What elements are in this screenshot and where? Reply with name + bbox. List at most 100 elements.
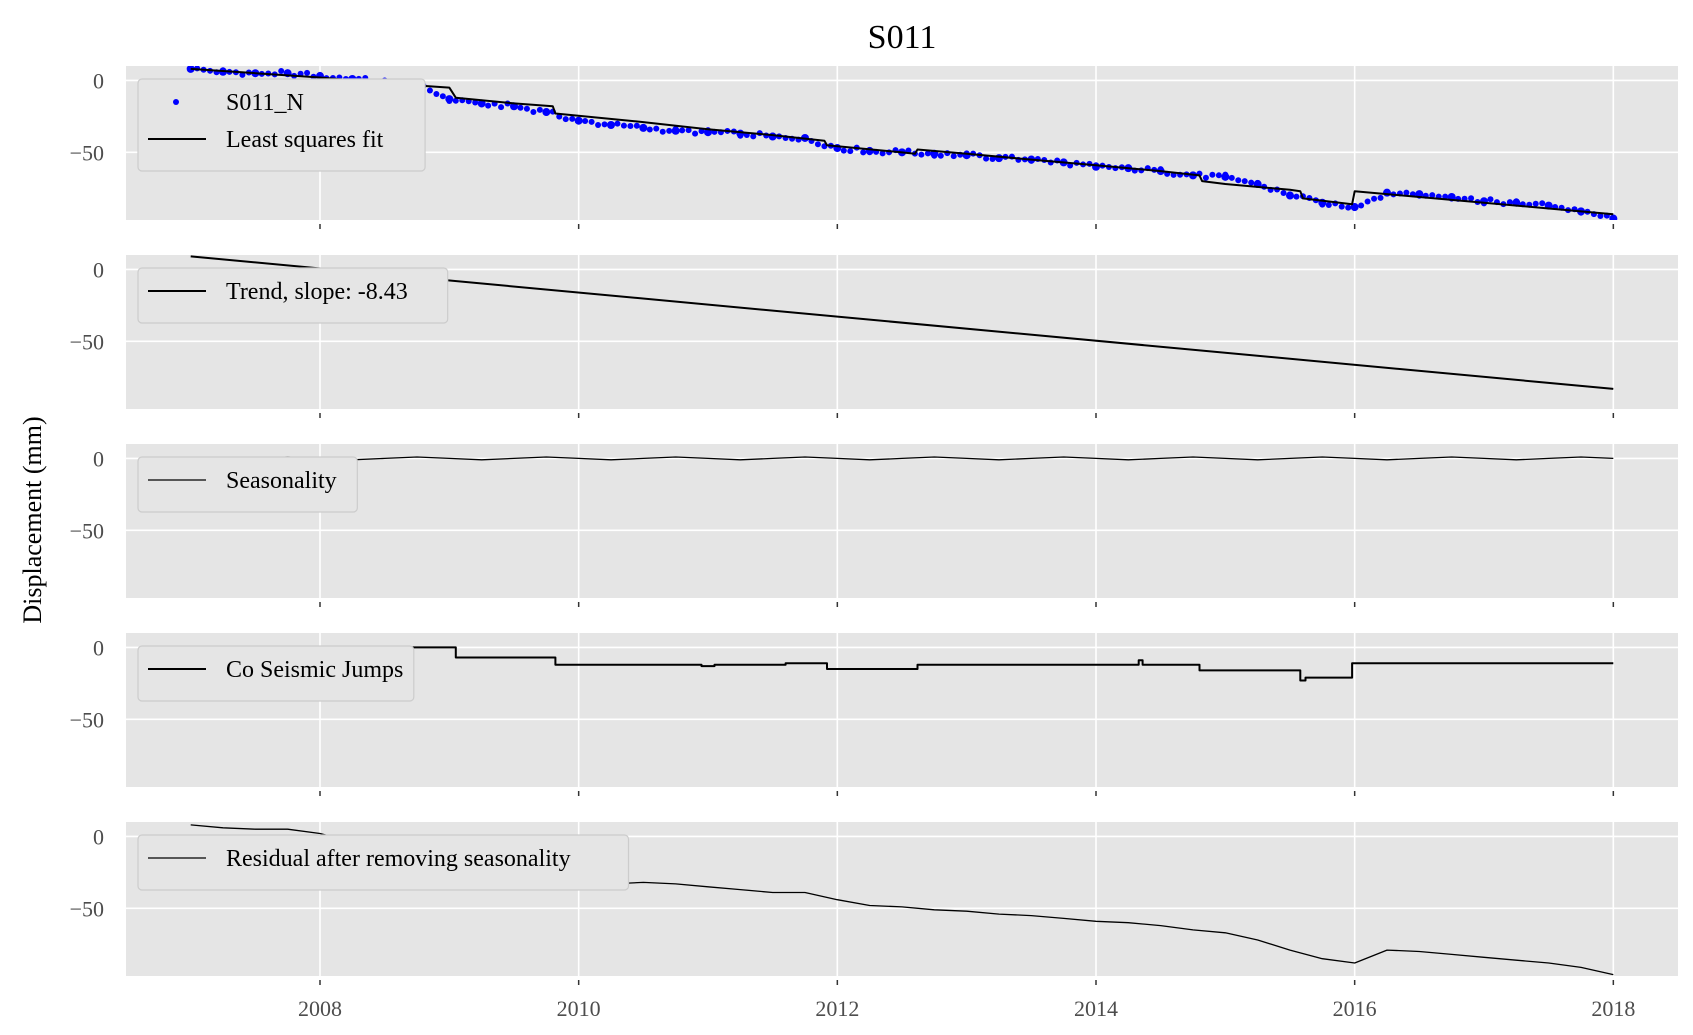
- panel-jumps: 0 −50 Co Seismic Jumps: [70, 633, 1678, 796]
- data-point: [542, 108, 551, 117]
- data-point: [620, 122, 627, 129]
- data-point: [840, 147, 847, 154]
- data-point: [659, 128, 666, 135]
- data-point: [814, 141, 821, 148]
- data-point: [485, 102, 492, 109]
- data-point: [1383, 188, 1391, 197]
- data-point: [433, 91, 440, 98]
- y-tick-label: 0: [93, 824, 104, 849]
- legend-label: S011_N: [226, 90, 304, 116]
- data-point: [750, 133, 757, 140]
- y-tick-label: −50: [70, 518, 104, 543]
- data-point: [937, 152, 944, 159]
- x-tick-label: 2016: [1333, 996, 1377, 1021]
- data-point: [1221, 172, 1230, 181]
- data-point: [1209, 171, 1216, 178]
- data-point: [556, 113, 563, 120]
- data-point: [633, 122, 640, 129]
- data-point: [1228, 174, 1235, 181]
- y-tick-label: 0: [93, 257, 104, 282]
- x-tick-label: 2014: [1074, 996, 1118, 1021]
- data-point: [1429, 192, 1436, 199]
- y-tick-label: 0: [93, 68, 104, 93]
- data-point: [517, 104, 524, 111]
- data-point: [860, 149, 867, 156]
- data-point: [736, 129, 745, 138]
- data-point: [1202, 174, 1209, 181]
- series-group: [186, 66, 1618, 220]
- data-point: [679, 127, 686, 134]
- data-point: [995, 154, 1003, 163]
- data-point: [1377, 194, 1384, 201]
- data-point: [1480, 197, 1488, 206]
- legend-box: [137, 456, 358, 513]
- data-point: [1506, 199, 1513, 206]
- data-point: [439, 93, 446, 100]
- data-point: [1286, 191, 1294, 200]
- panel-residual: 2008 2010 2012 2014 2016 2018 0 −50 Residual aft…: [70, 822, 1678, 1021]
- data-point: [1350, 203, 1359, 212]
- series-line: [190, 646, 1614, 682]
- data-point: [278, 67, 285, 74]
- data-point: [498, 104, 505, 111]
- legend-label: Co Seismic Jumps: [226, 657, 403, 683]
- panels: 0 −50 S011_N Least squares fit 0 −50 Trend, sl…: [70, 66, 1678, 1021]
- data-point: [768, 132, 777, 141]
- legend-box: [137, 834, 630, 891]
- data-point: [452, 97, 459, 104]
- data-point: [1345, 204, 1352, 211]
- x-tick-label: 2010: [557, 996, 601, 1021]
- y-tick-label: 0: [93, 446, 104, 471]
- series-group: [190, 456, 1614, 461]
- data-point: [1325, 202, 1332, 209]
- legend-box: [137, 267, 449, 324]
- data-point: [918, 151, 925, 158]
- data-point: [582, 117, 589, 124]
- data-point: [595, 121, 602, 128]
- figure-title: S011: [868, 19, 937, 56]
- y-tick-label: −50: [70, 896, 104, 921]
- data-point: [574, 116, 583, 125]
- data-point: [1235, 177, 1242, 184]
- legend-marker: [173, 99, 179, 105]
- legend-label: Seasonality: [226, 468, 337, 494]
- data-point: [962, 151, 971, 160]
- x-tick-label: 2012: [815, 996, 859, 1021]
- panel-observations: 0 −50 S011_N Least squares fit: [70, 66, 1678, 229]
- data-point: [472, 99, 479, 106]
- data-point: [1403, 189, 1410, 196]
- x-tick-label: 2008: [298, 996, 342, 1021]
- data-point: [1293, 193, 1300, 200]
- data-point: [1487, 196, 1494, 203]
- data-point: [1597, 213, 1604, 219]
- data-point: [653, 125, 660, 132]
- data-point: [1280, 190, 1287, 197]
- data-point: [692, 130, 699, 137]
- data-point: [639, 123, 648, 132]
- data-point: [530, 109, 537, 116]
- data-point: [1371, 195, 1378, 202]
- data-point: [607, 121, 615, 130]
- data-point: [685, 127, 692, 134]
- y-tick-label: −50: [70, 707, 104, 732]
- panel-trend: 0 −50 Trend, slope: -8.43: [70, 255, 1678, 418]
- data-point: [1338, 203, 1345, 210]
- data-point: [426, 87, 433, 94]
- legend-box: [137, 78, 426, 172]
- series-line: [190, 67, 1614, 216]
- data-point: [1539, 200, 1546, 207]
- data-point: [847, 148, 854, 155]
- y-axis-title: Displacement (mm): [18, 416, 47, 623]
- data-point: [304, 69, 311, 76]
- series-line: [190, 456, 1614, 461]
- data-point: [671, 126, 680, 135]
- data-point: [1532, 200, 1539, 207]
- legend-label: Least squares fit: [226, 127, 384, 153]
- data-point: [950, 153, 957, 160]
- x-tick-label: 2018: [1591, 996, 1635, 1021]
- data-point: [924, 150, 931, 157]
- data-point: [627, 122, 634, 129]
- y-tick-label: −50: [70, 329, 104, 354]
- series-group: [190, 646, 1614, 682]
- panel-seasonality: 0 −50 Seasonality: [70, 444, 1678, 607]
